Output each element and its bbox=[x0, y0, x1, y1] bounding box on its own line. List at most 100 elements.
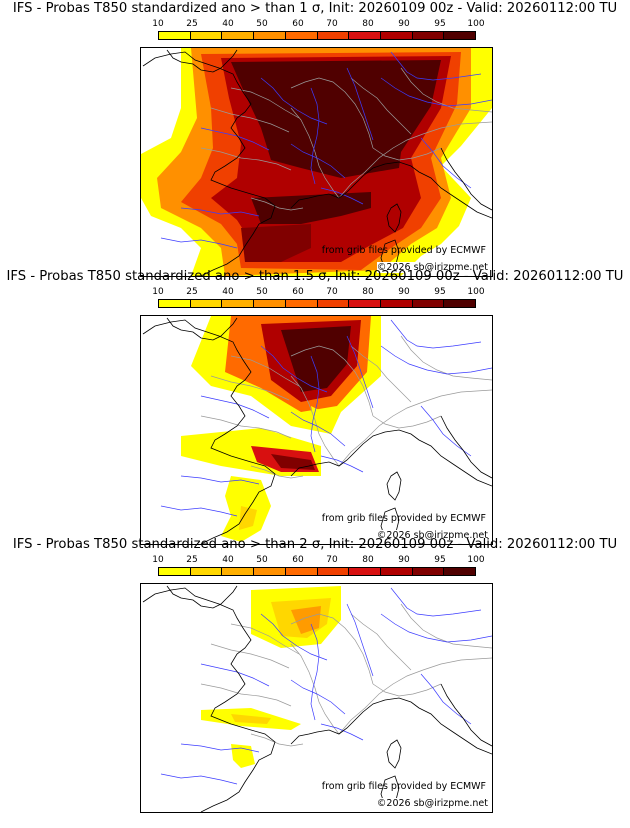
border-line bbox=[350, 345, 412, 403]
border-line bbox=[338, 657, 492, 735]
border-line bbox=[200, 683, 292, 707]
border-line bbox=[210, 643, 290, 669]
river-line bbox=[390, 587, 482, 617]
colorbar-tick-label: 70 bbox=[326, 555, 338, 565]
colorbar bbox=[158, 31, 476, 40]
island-outline bbox=[386, 471, 402, 501]
border-line bbox=[250, 197, 304, 211]
border-line bbox=[290, 107, 340, 199]
colorbar-swatch bbox=[222, 568, 255, 575]
river-line bbox=[260, 77, 328, 125]
river-line bbox=[320, 723, 364, 741]
coastlines bbox=[142, 49, 492, 276]
river-line bbox=[290, 679, 346, 715]
copyright-credit: ©2026 sb@irizpme.net bbox=[376, 798, 488, 809]
rivers bbox=[160, 587, 492, 785]
colorbar bbox=[158, 299, 476, 308]
colorbar-tick-label: 95 bbox=[434, 19, 446, 29]
probability-contour bbox=[231, 744, 255, 768]
coastline bbox=[142, 319, 276, 544]
border-line bbox=[400, 603, 492, 649]
colorbar-tick-label: 90 bbox=[398, 555, 410, 565]
colorbar-swatch bbox=[254, 568, 286, 575]
panel-title: IFS - Probas T850 standardized ano > tha… bbox=[12, 537, 618, 552]
probability-field bbox=[141, 48, 492, 276]
probability-panel-3: IFS - Probas T850 standardized ano > tha… bbox=[0, 536, 630, 813]
colorbar-tick-label: 80 bbox=[362, 555, 374, 565]
border-line bbox=[400, 335, 492, 381]
border-line bbox=[250, 465, 304, 479]
border-line bbox=[230, 623, 300, 655]
map-frame: from grib files provided by ECMWF ©2026 … bbox=[140, 315, 493, 545]
border-line bbox=[350, 77, 412, 135]
border-line bbox=[210, 107, 290, 133]
colorbar-tick-label: 95 bbox=[434, 555, 446, 565]
colorbar-tick-label: 25 bbox=[186, 19, 198, 29]
border-line bbox=[230, 355, 300, 387]
map-svg bbox=[141, 48, 492, 276]
border-line bbox=[290, 345, 374, 417]
colorbar-swatch bbox=[285, 300, 318, 307]
colorbar-tick-label: 60 bbox=[292, 287, 304, 297]
colorbar-swatch bbox=[254, 32, 286, 39]
colorbar-tick-label: 50 bbox=[256, 555, 268, 565]
probability-contour bbox=[241, 224, 311, 262]
colorbar-swatch bbox=[159, 568, 191, 575]
probability-contour bbox=[231, 714, 271, 724]
border-line bbox=[372, 147, 442, 161]
river-line bbox=[390, 319, 482, 349]
river-line bbox=[310, 355, 320, 453]
coastline bbox=[166, 49, 238, 73]
river-line bbox=[160, 237, 238, 249]
panel-title: IFS - Probas T850 standardized ano > tha… bbox=[12, 1, 618, 16]
colorbar-swatch bbox=[317, 32, 350, 39]
border-line bbox=[210, 375, 290, 401]
colorbar-tick-label: 60 bbox=[292, 555, 304, 565]
coastline bbox=[166, 317, 238, 341]
colorbar-swatch bbox=[349, 32, 381, 39]
river-line bbox=[346, 603, 374, 677]
colorbar-labels: 10 25 40 50 60 70 80 90 95 100 bbox=[140, 19, 484, 30]
colorbar-swatch bbox=[159, 300, 191, 307]
river-line bbox=[160, 773, 238, 785]
colorbar-tick-label: 10 bbox=[152, 287, 164, 297]
colorbar-tick-label: 10 bbox=[152, 555, 164, 565]
river-line bbox=[290, 143, 346, 179]
colorbar-tick-label: 50 bbox=[256, 287, 268, 297]
colorbar-swatch bbox=[317, 568, 350, 575]
river-line bbox=[420, 137, 472, 189]
river-line bbox=[260, 345, 328, 393]
border-line bbox=[338, 121, 492, 199]
copyright-credit: ©2026 sb@irizpme.net bbox=[376, 530, 488, 541]
border-line bbox=[250, 733, 304, 747]
river-line bbox=[180, 207, 260, 217]
river-line bbox=[180, 475, 260, 485]
map-frame: from grib files provided by ECMWF ©2026 … bbox=[140, 47, 493, 277]
coastline bbox=[440, 683, 492, 747]
colorbar-tick-label: 90 bbox=[398, 19, 410, 29]
probability-field bbox=[181, 316, 381, 542]
colorbar-tick-label: 25 bbox=[186, 555, 198, 565]
probability-contour bbox=[251, 192, 371, 224]
colorbar-swatch bbox=[222, 32, 255, 39]
river-line bbox=[420, 405, 472, 457]
colorbar-tick-label: 50 bbox=[256, 19, 268, 29]
coastline bbox=[440, 415, 492, 479]
coastline bbox=[440, 147, 492, 211]
border-line bbox=[372, 683, 442, 697]
probability-contour bbox=[231, 60, 441, 178]
colorbar-tick-label: 10 bbox=[152, 19, 164, 29]
coastlines bbox=[142, 585, 492, 812]
source-credit: from grib files provided by ECMWF bbox=[321, 245, 486, 256]
colorbar-tick-label: 60 bbox=[292, 19, 304, 29]
probability-contour bbox=[281, 326, 351, 392]
river-line bbox=[420, 673, 472, 725]
colorbar-swatch bbox=[380, 568, 413, 575]
country-borders bbox=[200, 603, 492, 747]
map-frame: from grib files provided by ECMWF ©2026 … bbox=[140, 583, 493, 813]
probability-contour bbox=[271, 454, 315, 470]
colorbar-swatch bbox=[412, 568, 445, 575]
probability-contour bbox=[239, 506, 257, 530]
map-svg bbox=[142, 585, 492, 812]
copyright-credit: ©2026 sb@irizpme.net bbox=[376, 262, 488, 273]
